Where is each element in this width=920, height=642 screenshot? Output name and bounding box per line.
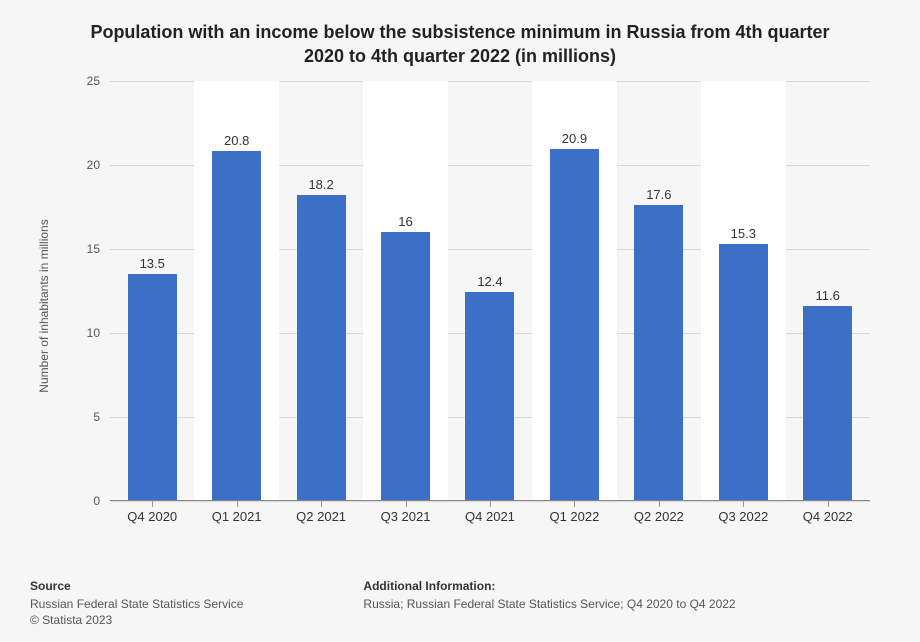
- bar-value-label: 15.3: [731, 226, 756, 241]
- source-line: Russian Federal State Statistics Service: [30, 596, 243, 612]
- y-tick-label: 5: [93, 410, 100, 424]
- x-tick-label: Q4 2022: [786, 501, 870, 531]
- source-heading: Source: [30, 579, 243, 593]
- bar-value-label: 13.5: [140, 256, 165, 271]
- x-tick-label: Q2 2021: [279, 501, 363, 531]
- bar-slot: 12.4: [448, 81, 532, 501]
- bar-value-label: 16: [398, 214, 412, 229]
- bar-slot: 16: [363, 81, 447, 501]
- bar: 20.9: [550, 149, 599, 500]
- y-tick-label: 15: [87, 242, 100, 256]
- x-tick-label: Q2 2022: [617, 501, 701, 531]
- additional-info-block: Additional Information: Russia; Russian …: [363, 579, 735, 628]
- bar-slot: 17.6: [617, 81, 701, 501]
- bar-value-label: 18.2: [308, 177, 333, 192]
- bar: 11.6: [803, 306, 852, 501]
- bar-value-label: 11.6: [816, 288, 840, 303]
- chart-area: Number of inhabitants in millions 051015…: [80, 81, 870, 531]
- bar-slot: 20.8: [194, 81, 278, 501]
- bar: 18.2: [297, 195, 346, 501]
- bar-value-label: 12.4: [477, 274, 502, 289]
- additional-line: Russia; Russian Federal State Statistics…: [363, 596, 735, 612]
- bar: 17.6: [634, 205, 683, 501]
- y-tick-label: 0: [93, 494, 100, 508]
- x-tick-label: Q3 2021: [363, 501, 447, 531]
- bar: 13.5: [128, 274, 177, 501]
- source-block: Source Russian Federal State Statistics …: [30, 579, 243, 628]
- x-tick-label: Q1 2022: [532, 501, 616, 531]
- x-tick-label: Q3 2022: [701, 501, 785, 531]
- bar-slot: 18.2: [279, 81, 363, 501]
- x-axis: Q4 2020Q1 2021Q2 2021Q3 2021Q4 2021Q1 20…: [110, 501, 870, 531]
- chart-footer: Source Russian Federal State Statistics …: [30, 579, 890, 628]
- bar: 15.3: [719, 244, 768, 501]
- bar-slot: 13.5: [110, 81, 194, 501]
- bar: 16: [381, 232, 430, 501]
- bar-slot: 15.3: [701, 81, 785, 501]
- bar: 20.8: [212, 151, 261, 500]
- x-tick-label: Q4 2020: [110, 501, 194, 531]
- bar: 12.4: [465, 292, 514, 500]
- x-tick-label: Q1 2021: [194, 501, 278, 531]
- bar-slot: 20.9: [532, 81, 616, 501]
- bar-slot: 11.6: [786, 81, 870, 501]
- chart-container: Population with an income below the subs…: [0, 0, 920, 642]
- copyright-line: © Statista 2023: [30, 612, 243, 628]
- bar-value-label: 17.6: [646, 187, 671, 202]
- x-tick-label: Q4 2021: [448, 501, 532, 531]
- bar-value-label: 20.9: [562, 131, 587, 146]
- plot-area: 13.5 20.8 18.2 16 12.4 20.9 17.6 15.3 11.6: [110, 81, 870, 501]
- additional-heading: Additional Information:: [363, 579, 735, 593]
- bar-value-label: 20.8: [224, 133, 249, 148]
- y-tick-label: 25: [87, 74, 100, 88]
- y-axis-label: Number of inhabitants in millions: [37, 219, 51, 392]
- y-tick-label: 20: [87, 158, 100, 172]
- chart-title: Population with an income below the subs…: [70, 20, 850, 69]
- y-tick-label: 10: [87, 326, 100, 340]
